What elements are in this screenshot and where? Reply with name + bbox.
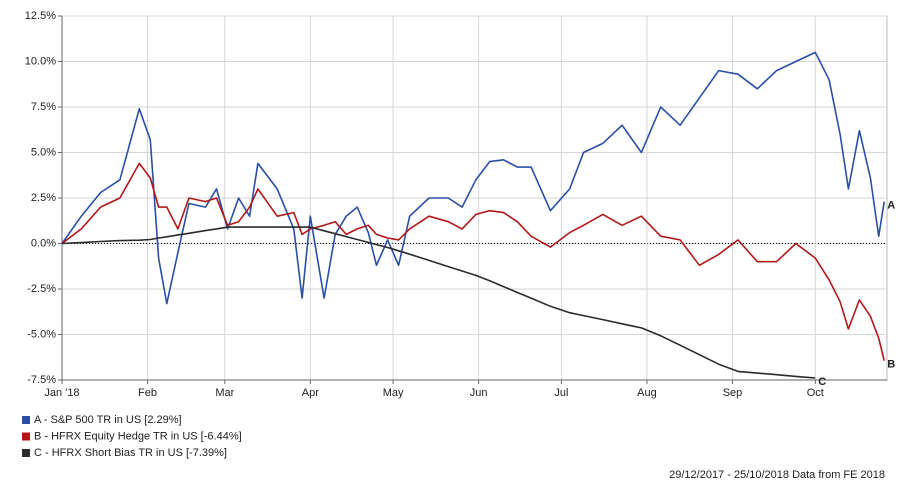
x-tick-label: Sep	[723, 387, 743, 399]
x-tick-label: Jul	[554, 387, 568, 399]
series-line	[61, 226, 816, 379]
x-tick-label: Aug	[637, 387, 657, 399]
x-tick-label: Apr	[302, 387, 319, 399]
end-label: C	[818, 376, 826, 388]
y-tick-label: 12.5%	[25, 10, 56, 22]
legend-label: B - HFRX Equity Hedge TR in US [-6.44%]	[34, 430, 242, 442]
x-tick-label: Jan '18	[44, 387, 79, 399]
x-tick-label: Jun	[470, 387, 488, 399]
x-tick-label: May	[383, 387, 404, 399]
y-tick-label: -7.5%	[27, 374, 56, 386]
legend-label: C - HFRX Short Bias TR in US [-7.39%]	[34, 447, 227, 459]
end-label: B	[887, 359, 895, 371]
series-line	[61, 162, 885, 361]
legend-swatch	[22, 432, 30, 441]
x-tick-label: Feb	[138, 387, 157, 399]
legend-swatch	[22, 449, 30, 457]
end-label: A	[887, 200, 895, 212]
footnote: 29/12/2017 - 25/10/2018 Data from FE 201…	[669, 469, 885, 481]
y-tick-label: -5.0%	[27, 328, 56, 340]
y-tick-label: 0.0%	[31, 237, 56, 249]
y-tick-label: 10.0%	[25, 55, 56, 67]
x-tick-label: Mar	[215, 387, 234, 399]
series-line	[61, 51, 885, 305]
legend-label: A - S&P 500 TR in US [2.29%]	[34, 414, 182, 426]
legend-swatch	[22, 416, 30, 424]
y-tick-label: -2.5%	[27, 283, 56, 295]
y-tick-label: 5.0%	[31, 146, 56, 158]
x-tick-label: Oct	[807, 387, 824, 399]
y-tick-label: 7.5%	[31, 101, 56, 113]
y-tick-label: 2.5%	[31, 192, 56, 204]
